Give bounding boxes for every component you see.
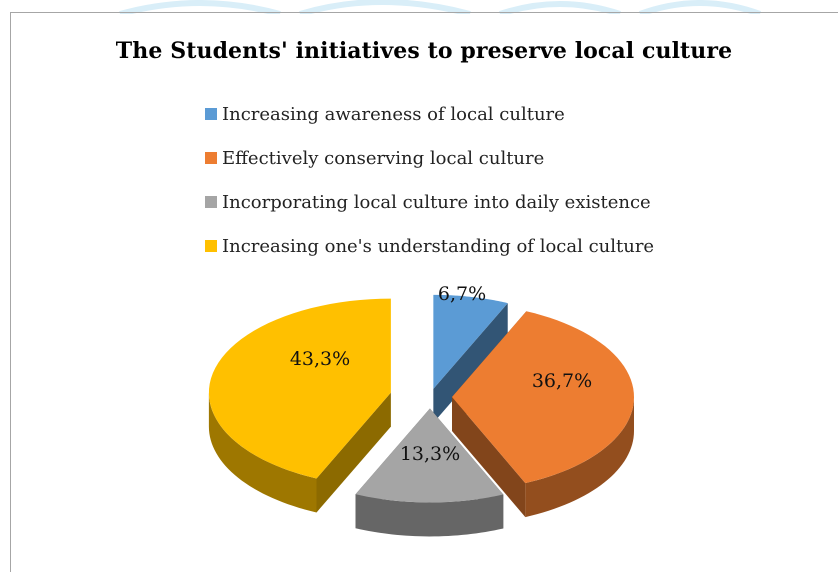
legend-swatch-conserving — [205, 152, 217, 164]
legend-item-conserving: Effectively conserving local culture — [205, 136, 654, 180]
pie-slice-awareness — [433, 294, 508, 423]
pie-slice-rim-understanding — [208, 392, 317, 513]
chart-title: The Students' initiatives to preserve lo… — [115, 38, 733, 64]
data-label-daily: 13,3% — [400, 443, 460, 465]
pie-slice-wall-conserving — [451, 397, 526, 518]
pie-slice-rim-conserving — [525, 397, 634, 518]
legend-label-awareness: Increasing awareness of local culture — [222, 103, 565, 125]
legend-swatch-understanding — [205, 240, 217, 252]
legend-label-understanding: Increasing one's understanding of local … — [222, 235, 655, 257]
pie-slice-rim-daily — [355, 494, 504, 537]
pie-slice-understanding — [208, 298, 391, 513]
pie-slice-wall-understanding — [316, 392, 391, 513]
background-watermark-strip — [119, 0, 762, 14]
pie-slice-top-conserving — [451, 311, 634, 484]
legend-swatch-daily — [205, 196, 217, 208]
legend-item-understanding: Increasing one's understanding of local … — [205, 224, 654, 268]
pie-slice-wall-awareness — [433, 303, 508, 423]
data-label-awareness: 6,7% — [438, 283, 486, 305]
pie-slice-top-daily — [355, 408, 504, 503]
pie-slice-conserving — [451, 311, 634, 518]
chart-frame — [10, 12, 838, 572]
chart-legend: Increasing awareness of local culture Ef… — [205, 92, 654, 268]
data-label-understanding: 43,3% — [290, 348, 350, 370]
legend-label-daily: Incorporating local culture into daily e… — [222, 191, 651, 213]
pie-slice-top-understanding — [208, 298, 391, 479]
legend-item-awareness: Increasing awareness of local culture — [205, 92, 654, 136]
data-label-conserving: 36,7% — [532, 370, 592, 392]
legend-swatch-awareness — [205, 108, 217, 120]
legend-label-conserving: Effectively conserving local culture — [222, 147, 545, 169]
pie-slice-top-awareness — [433, 294, 508, 389]
pie-slice-daily — [355, 408, 504, 537]
legend-item-daily: Incorporating local culture into daily e… — [205, 180, 654, 224]
